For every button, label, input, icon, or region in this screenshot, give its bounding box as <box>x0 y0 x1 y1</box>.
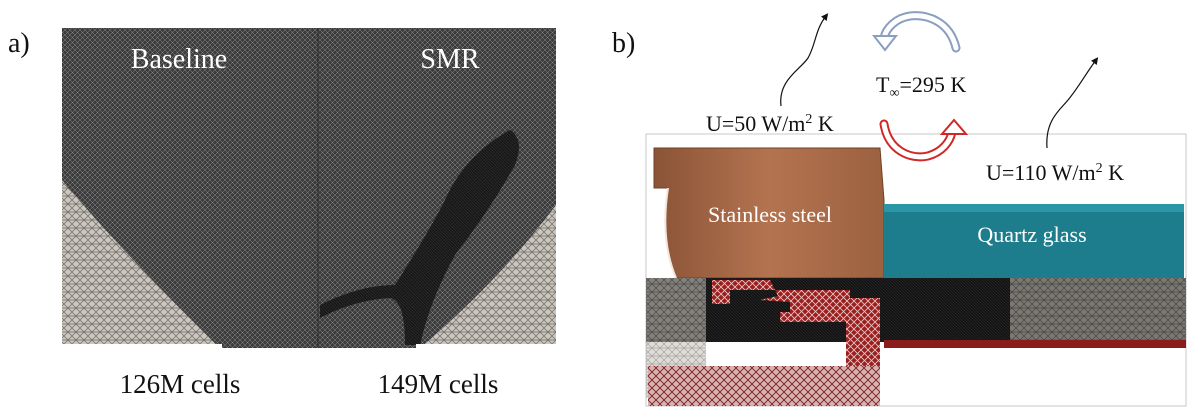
base-bar-left <box>62 344 222 348</box>
heat-flux-arrow-left <box>780 13 829 107</box>
steel-solid-mesh-coarse <box>648 366 880 406</box>
smr-cell-count: 149M cells <box>378 369 499 399</box>
steel-label: Stainless steel <box>708 202 832 227</box>
u-left-label: U=50 W/m2 K <box>706 111 834 136</box>
panel-b-label: b) <box>612 28 635 59</box>
heat-flux-arrow-right <box>1046 57 1099 149</box>
panel-b: b) U=50 W/m2 K T∞=295 K U=110 W/m2 K Sta… <box>612 11 1187 407</box>
steel-inner-edge <box>664 187 677 279</box>
smr-refinement-band <box>320 130 519 345</box>
coarse-mesh-left <box>62 180 220 348</box>
panel-a: a) Baseline SMR 126M cells 149M cells <box>8 28 556 399</box>
mesh-image-a <box>62 28 556 348</box>
base-bar-right <box>416 344 556 348</box>
baseline-title: Baseline <box>131 44 227 75</box>
smr-title: SMR <box>420 44 479 75</box>
quartz-glass-part <box>884 204 1184 278</box>
domain-outline <box>645 133 1187 407</box>
convection-arrow-blue <box>871 11 961 53</box>
convection-arrow-red <box>879 118 969 162</box>
fluid-mesh-coarse <box>1010 278 1186 342</box>
t-inf-label: T∞=295 K <box>876 72 966 101</box>
baseline-cell-count: 126M cells <box>120 369 241 399</box>
u-right-label: U=110 W/m2 K <box>986 160 1124 185</box>
glass-solid-strip <box>884 340 1186 348</box>
glass-top-edge <box>884 204 1184 212</box>
glass-label: Quartz glass <box>977 222 1086 247</box>
panel-a-label: a) <box>8 28 30 59</box>
coarse-mesh-right <box>420 205 556 348</box>
